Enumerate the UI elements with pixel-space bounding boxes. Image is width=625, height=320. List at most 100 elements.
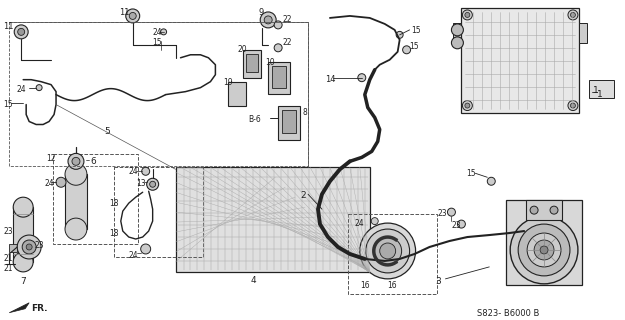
Bar (228, 82, 246, 106)
Text: 15: 15 (466, 169, 476, 178)
Circle shape (462, 10, 472, 20)
Circle shape (149, 181, 156, 187)
Bar (13, 207, 33, 262)
Circle shape (550, 206, 558, 214)
Text: 21: 21 (3, 254, 12, 263)
Circle shape (65, 218, 87, 240)
Bar (268, 62, 290, 94)
Circle shape (161, 29, 167, 35)
Circle shape (396, 31, 403, 38)
Circle shape (465, 103, 470, 108)
Text: 12: 12 (46, 154, 56, 164)
Circle shape (451, 37, 463, 49)
Bar (9, 22, 308, 166)
Text: 23: 23 (34, 241, 44, 250)
Text: 6: 6 (90, 157, 96, 166)
Text: 20: 20 (238, 45, 247, 54)
Text: 23: 23 (451, 221, 461, 230)
Circle shape (274, 44, 282, 52)
Bar (176, 167, 370, 272)
Text: 24: 24 (152, 28, 162, 37)
Circle shape (366, 229, 409, 273)
Bar (272, 66, 286, 88)
Text: 24: 24 (16, 85, 26, 94)
Circle shape (56, 177, 66, 187)
Circle shape (260, 12, 276, 28)
Text: 1: 1 (597, 90, 602, 99)
Bar (453, 23, 461, 43)
Text: 5: 5 (104, 127, 109, 136)
Circle shape (458, 220, 466, 228)
Text: 22: 22 (282, 38, 292, 47)
Bar (461, 8, 579, 113)
Text: 15: 15 (3, 100, 13, 108)
Circle shape (371, 218, 378, 225)
Text: 13: 13 (136, 179, 146, 188)
Circle shape (518, 224, 570, 276)
Text: 1: 1 (593, 86, 599, 95)
Circle shape (36, 85, 42, 91)
Text: 18: 18 (109, 229, 118, 238)
Bar (53, 154, 138, 244)
Text: B-6: B-6 (248, 115, 261, 124)
Text: 11: 11 (3, 22, 14, 31)
Text: 4: 4 (250, 276, 256, 285)
Text: 3: 3 (436, 277, 441, 286)
Text: 21: 21 (3, 264, 12, 273)
Bar (246, 54, 258, 72)
Circle shape (571, 103, 576, 108)
Circle shape (465, 12, 470, 17)
Circle shape (13, 252, 33, 272)
Text: 22: 22 (282, 15, 292, 24)
Text: 16: 16 (388, 281, 398, 290)
Text: 14: 14 (325, 75, 336, 84)
Circle shape (26, 244, 32, 250)
Circle shape (510, 216, 578, 284)
Text: 15: 15 (152, 38, 162, 47)
Text: 10: 10 (265, 58, 275, 67)
Circle shape (13, 197, 33, 217)
Bar (526, 200, 562, 220)
Circle shape (527, 233, 561, 267)
Circle shape (18, 28, 24, 35)
Text: 7: 7 (20, 277, 26, 286)
Text: 23: 23 (438, 209, 447, 218)
Bar (282, 109, 296, 133)
Text: 19: 19 (223, 78, 233, 87)
Circle shape (142, 167, 149, 175)
Circle shape (358, 74, 366, 82)
Text: 24: 24 (129, 251, 138, 260)
Circle shape (380, 243, 396, 259)
Circle shape (402, 46, 411, 54)
Circle shape (540, 246, 548, 254)
Circle shape (448, 208, 456, 216)
Circle shape (22, 240, 36, 254)
Bar (579, 23, 587, 43)
Text: 18: 18 (109, 199, 118, 208)
Circle shape (451, 24, 463, 36)
Text: FR.: FR. (31, 304, 48, 313)
Circle shape (274, 21, 282, 29)
Circle shape (264, 16, 272, 24)
Text: 24: 24 (129, 167, 138, 176)
Circle shape (374, 237, 402, 265)
Text: 15: 15 (412, 26, 421, 35)
Bar (114, 167, 204, 257)
Circle shape (462, 100, 472, 110)
Circle shape (488, 177, 495, 185)
Text: 16: 16 (360, 281, 369, 290)
Circle shape (571, 12, 576, 17)
Circle shape (126, 9, 140, 23)
Circle shape (141, 244, 151, 254)
Circle shape (72, 157, 80, 165)
Text: 15: 15 (409, 42, 419, 51)
Circle shape (530, 206, 538, 214)
Circle shape (68, 153, 84, 169)
Text: 23: 23 (3, 227, 13, 236)
Bar (278, 106, 300, 140)
Circle shape (568, 100, 578, 110)
Text: 24: 24 (355, 219, 364, 228)
Bar (65, 174, 87, 229)
Bar (589, 80, 614, 98)
Circle shape (129, 12, 136, 20)
